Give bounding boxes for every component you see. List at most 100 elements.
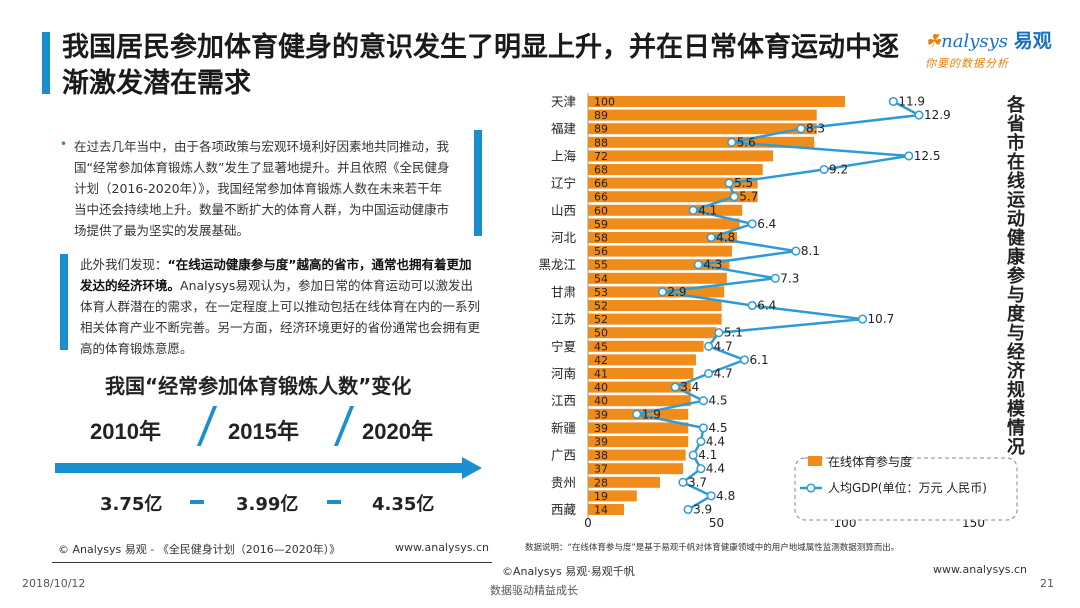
gdp-point [632,409,642,419]
change-title: 我国“经常参加体育锻炼人数”变化 [105,374,412,398]
bar [588,272,727,284]
bar-value-label: 68 [594,164,608,177]
bar-value-label: 60 [594,204,608,217]
gdp-value-label: 5.5 [734,176,753,190]
bar-value-label: 41 [594,368,608,381]
bar-value-label: 45 [594,340,608,353]
gdp-point [888,96,898,107]
bar [588,245,732,257]
gdp-value-label: 3.9 [693,503,712,517]
bar [588,327,717,339]
category-label: 贵州 [551,475,576,490]
source-divider [52,562,492,563]
gdp-point [657,287,667,297]
gdp-point [678,477,688,487]
bar [588,109,817,121]
bar [588,164,763,175]
gdp-point [706,491,716,501]
finding-paragraph: 此外我们发现：“在线运动健康参与度”越高的省市，通常也拥有着更加发达的经济环境。… [80,254,480,359]
gdp-point [796,124,806,134]
bar [588,476,660,488]
bar [588,300,722,311]
category-label: 黑龙江 [538,257,576,272]
bar [588,204,743,216]
gdp-point [714,328,724,338]
gdp-value-label: 5.1 [724,326,743,340]
gdp-point [724,178,734,188]
finding-accent-bar [60,254,68,350]
logo-main-text: nalysys [941,31,1009,52]
gdp-value-label: 4.1 [698,203,717,217]
gdp-point [747,219,757,229]
timeline-arrow [55,463,465,473]
x-tick-label: 0 [584,516,592,530]
category-label: 宁夏 [551,339,577,354]
category-label: 新疆 [551,420,576,435]
gdp-value-label: 8.1 [801,244,820,258]
gdp-point [688,450,698,460]
gdp-point [696,436,706,447]
gdp-value-label: 3.4 [680,380,699,394]
category-label: 西藏 [551,502,577,517]
bullet-icon: • [60,137,68,151]
gdp-value-label: 2.9 [667,285,686,299]
year-2015: 2015年 [228,419,299,444]
bar-value-label: 39 [594,436,608,449]
title-accent-bar [42,32,50,94]
gdp-point [747,300,757,311]
footer-copyright: ©Analysys 易观·易观千帆 [502,565,635,578]
gdp-point [670,382,680,392]
gdp-value-label: 9.2 [829,163,848,177]
category-label: 辽宁 [551,176,576,191]
page-number: 21 [1040,577,1054,590]
gdp-value-label: 6.1 [750,353,769,367]
gdp-value-label: 5.6 [737,135,756,149]
gdp-point [706,232,716,243]
gdp-value-label: 10.7 [868,312,895,326]
footer-url[interactable]: www.analysys.cn [933,563,1027,576]
analysys-logo: ☘nalysys 易观 你要的数据分析 [925,26,1065,70]
gdp-point [698,423,709,433]
legend-line-marker [806,483,816,493]
gdp-value-label: 6.4 [757,299,776,313]
logo-swirl-icon: ☘ [925,31,942,52]
page-title: 我国居民参加体育健身的意识发生了明显上升，并在日常体育运动中逐渐激发潜在需求 [62,32,899,99]
bar [588,136,815,148]
bar-value-label: 28 [594,476,608,489]
gdp-point [729,192,739,202]
gdp-point [704,341,714,351]
legend-box [794,457,1018,521]
gdp-point [683,504,693,515]
bar-value-label: 38 [594,449,608,462]
category-label: 天津 [551,94,576,109]
bar [588,286,725,298]
gdp-value-label: 1.9 [642,407,661,421]
gdp-value-label: 12.5 [914,149,941,163]
value-2010: 3.75亿 [100,494,163,515]
bar [588,150,774,162]
category-label: 甘肃 [551,284,576,299]
gdp-point [819,164,829,175]
category-label: 福建 [551,121,577,136]
gdp-value-label: 4.7 [714,367,733,381]
source-url: www.analysys.cn [395,541,489,554]
gdp-value-label: 4.4 [706,435,725,449]
paragraph-accent-bar [474,130,482,236]
bar-value-label: 50 [594,327,608,340]
gdp-value-label: 4.8 [716,231,735,245]
bar-value-label: 89 [594,109,608,122]
bar-value-label: 42 [594,354,608,367]
bar [588,259,730,271]
gdp-value-label: 4.5 [708,421,727,435]
bar-value-label: 53 [594,286,608,299]
bar-value-label: 89 [594,123,608,136]
year-2010: 2010年 [90,419,161,444]
category-label: 广西 [551,448,576,463]
bar [588,449,686,461]
legend-bar-swatch [808,456,822,466]
legend-line-label: 人均GDP(单位：万元 人民币) [828,480,987,495]
bar [588,232,738,243]
gdp-value-label: 6.4 [757,217,776,231]
gdp-value-label: 4.8 [716,489,735,503]
arrow-head-icon [462,457,482,479]
